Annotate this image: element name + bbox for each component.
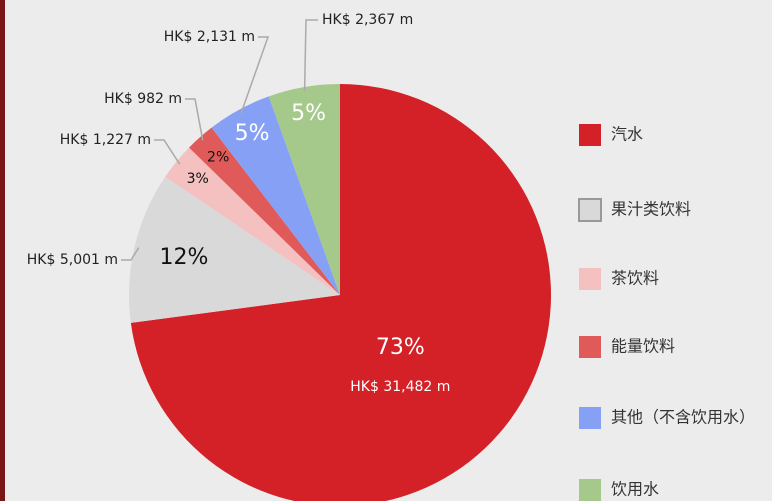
legend-label: 能量饮料 xyxy=(611,337,675,356)
leader-line xyxy=(303,19,318,92)
leader-line xyxy=(121,247,140,261)
legend-label: 其他（不含饮用水） xyxy=(611,408,755,427)
value-label: HK$ 2,131 m xyxy=(164,29,255,45)
leader-line xyxy=(240,36,270,114)
legend-label: 汽水 xyxy=(611,125,643,144)
legend-swatch xyxy=(579,479,601,501)
legend-swatch xyxy=(578,198,602,222)
pie-slice xyxy=(165,147,340,295)
pie-slice xyxy=(189,127,340,296)
legend-swatch xyxy=(579,124,601,146)
pie-slice xyxy=(268,84,340,295)
value-label: HK$ 2,367 m xyxy=(322,12,413,28)
value-label: HK$ 1,227 m xyxy=(60,132,151,148)
percent-label: 12% xyxy=(159,245,208,270)
leader-line xyxy=(185,98,204,141)
percent-label: 2% xyxy=(207,150,229,166)
legend-swatch xyxy=(579,268,601,290)
edge-strip xyxy=(0,0,5,501)
pie-slice xyxy=(211,96,340,295)
leader-line xyxy=(154,139,181,165)
legend-swatch xyxy=(579,407,601,429)
value-label: HK$ 31,482 m xyxy=(350,379,450,395)
pie-slice xyxy=(130,84,551,501)
legend-swatch xyxy=(579,336,601,358)
percent-label: 3% xyxy=(187,171,209,187)
legend-label: 果汁类饮料 xyxy=(611,200,691,219)
value-label: HK$ 5,001 m xyxy=(27,252,118,268)
legend-label: 茶饮料 xyxy=(611,269,659,288)
pie-slice xyxy=(129,176,340,323)
percent-label: 5% xyxy=(235,121,270,146)
legend-label: 饮用水 xyxy=(611,480,659,499)
value-label: HK$ 982 m xyxy=(104,91,182,107)
percent-label: 5% xyxy=(291,101,326,126)
percent-label: 73% xyxy=(376,335,425,360)
